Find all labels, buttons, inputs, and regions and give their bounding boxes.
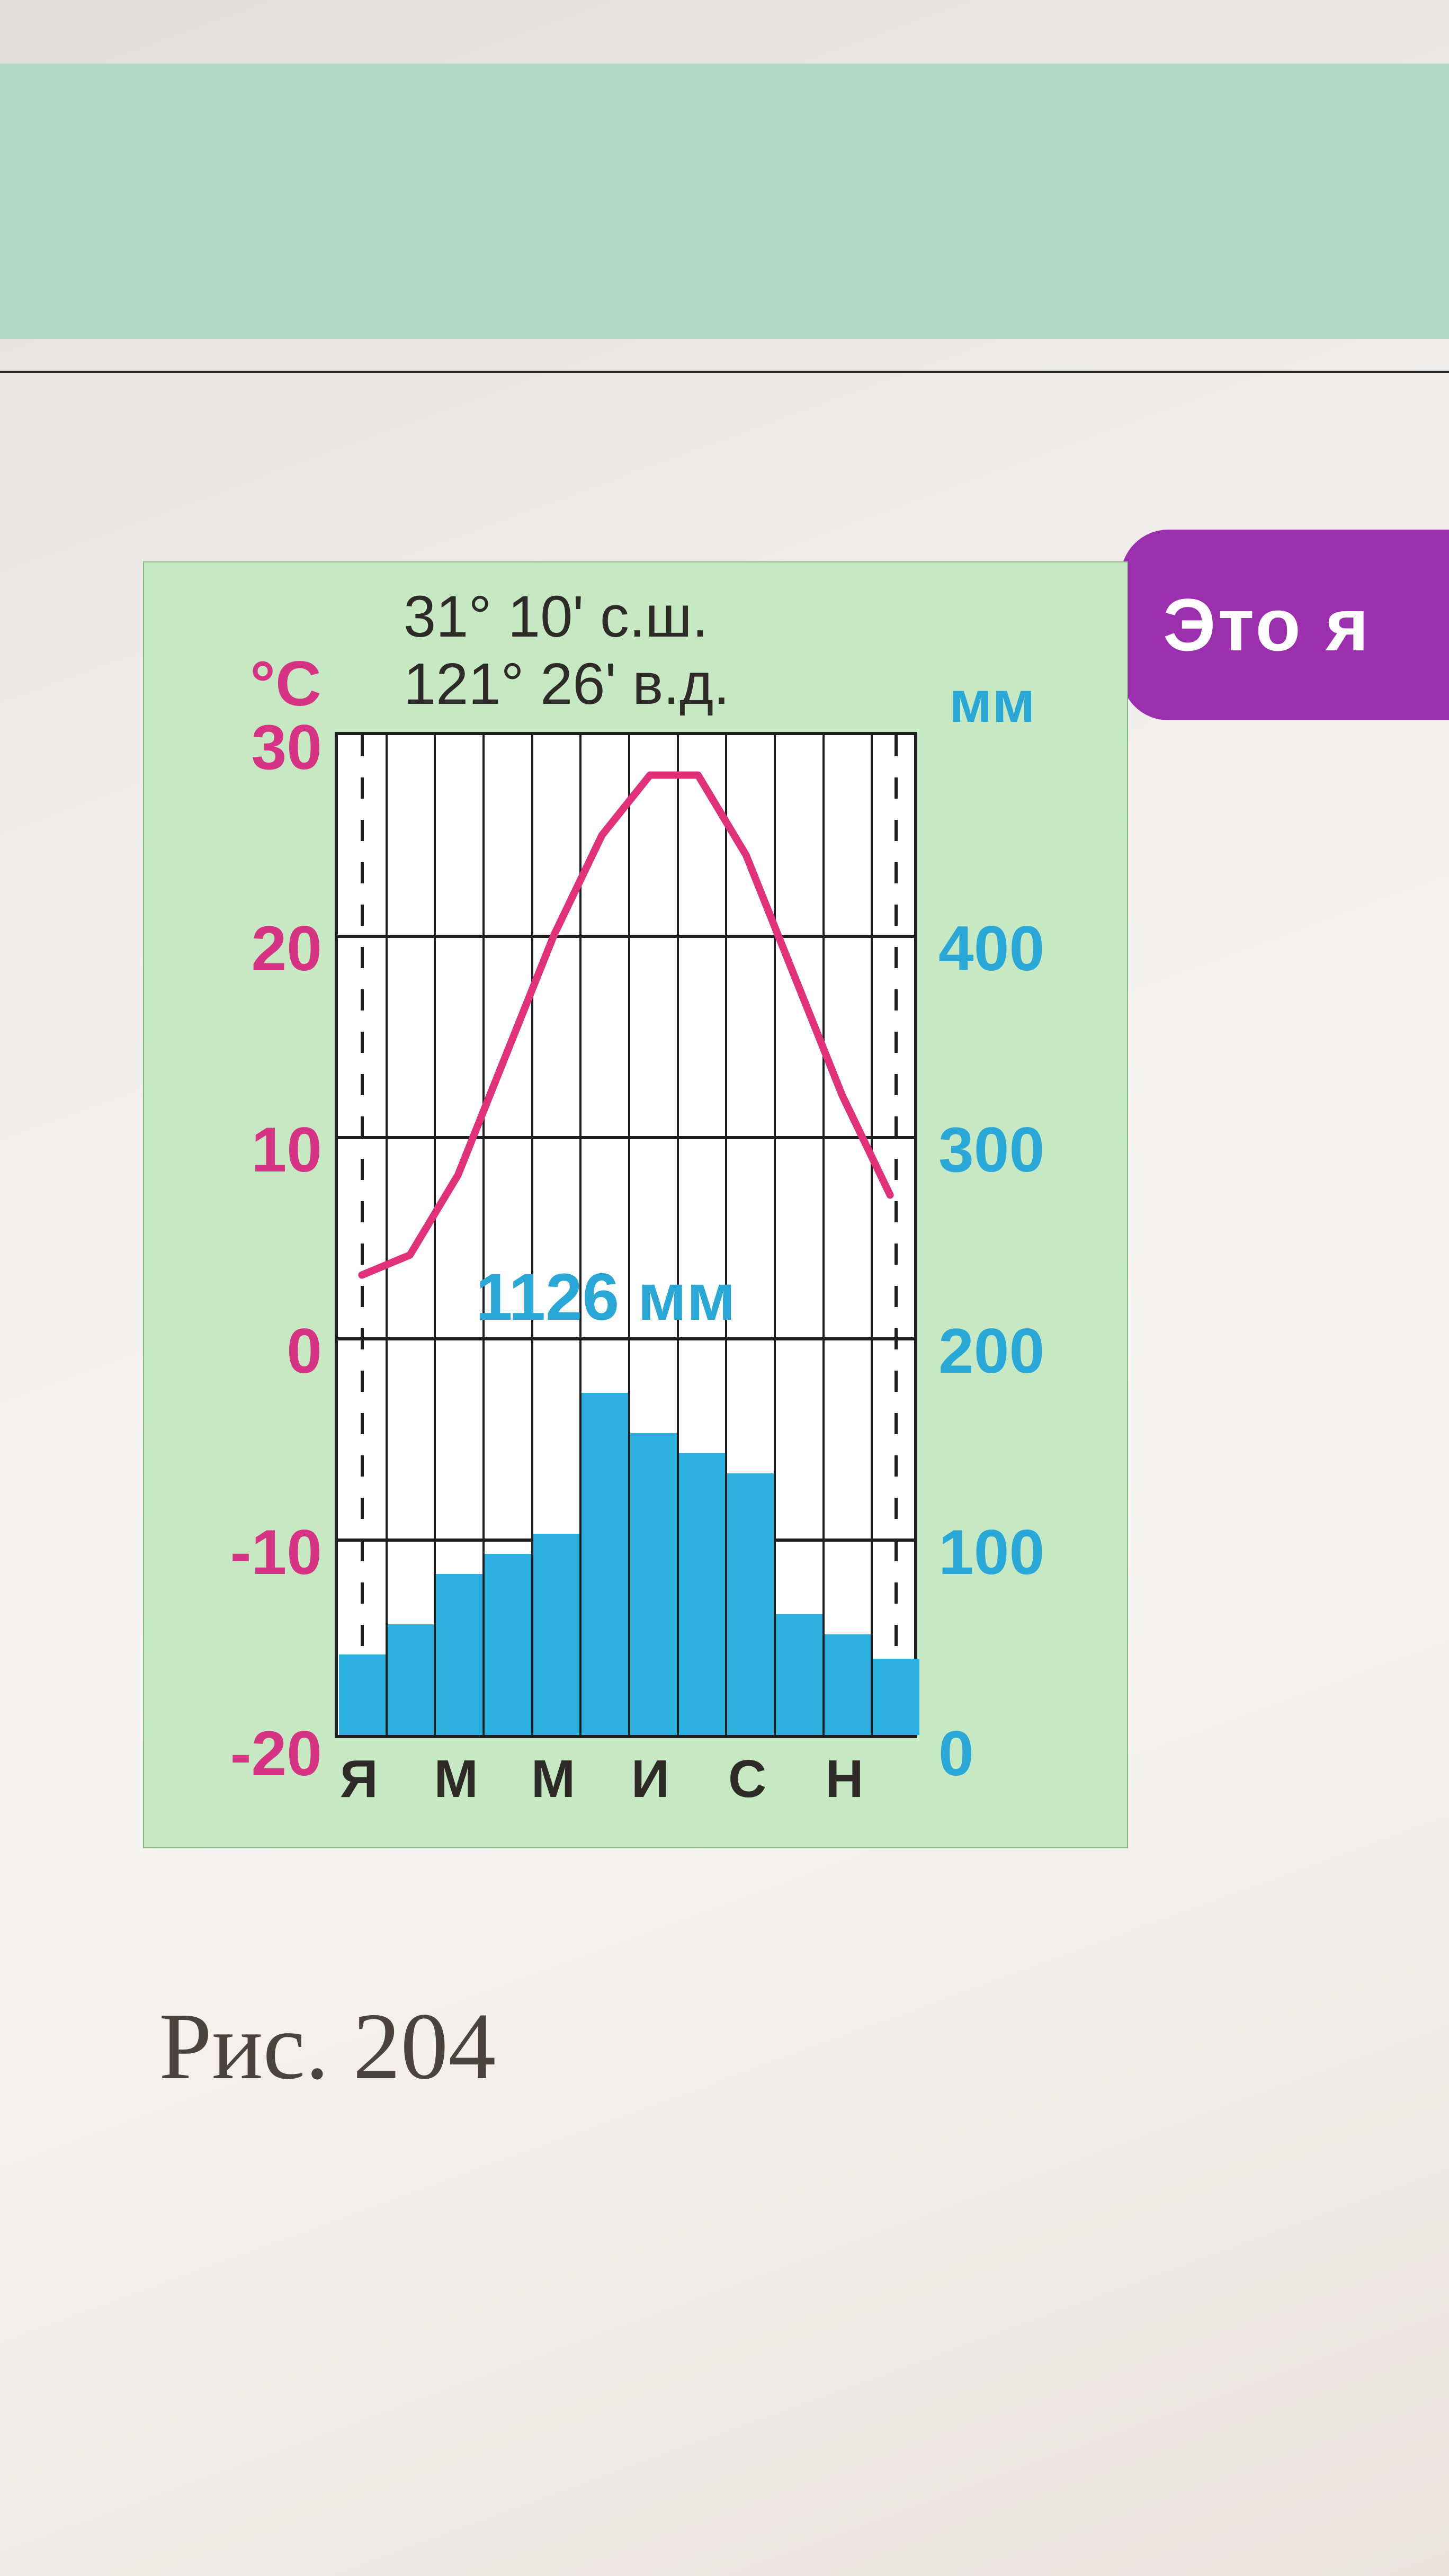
precip-bar [630,1433,677,1735]
gridline-v [774,735,776,1735]
precip-bar [485,1554,531,1735]
temp-tick: 20 [153,912,322,985]
coordinates-block: 31° 10' с.ш. 121° 26' в.д. [404,584,730,718]
plot-area: 1126 мм [335,732,917,1738]
precip-tick: 300 [938,1113,1119,1186]
section-tab-label: Это я [1163,583,1371,666]
annual-precip-label: 1126 мм [476,1259,736,1335]
precip-bar [727,1473,774,1735]
month-label: М [531,1749,575,1810]
gridline-v [386,735,388,1735]
precip-bar [436,1574,482,1735]
precip-tick: 400 [938,912,1119,985]
gridline-h [338,935,914,938]
month-label: С [728,1749,766,1810]
climograph-card: 31° 10' с.ш. 121° 26' в.д. °C мм 30 20 1… [143,561,1128,1848]
month-label: Н [825,1749,863,1810]
figure-caption: Рис. 204 [159,1991,496,2101]
temp-tick: 30 [153,711,322,784]
temp-tick: 0 [153,1314,322,1388]
latitude-text: 31° 10' с.ш. [404,584,730,651]
temp-tick: 10 [153,1113,322,1186]
gridline-h [338,1136,914,1139]
precip-bar [339,1654,386,1735]
precip-bar [873,1659,919,1735]
temp-tick: -20 [153,1717,322,1790]
gridline-v [822,735,825,1735]
precip-bar [582,1393,628,1735]
gridline-v [871,735,873,1735]
precip-bar [533,1534,580,1735]
page-rule [0,371,1449,373]
right-axis-unit: мм [949,668,1035,736]
page-background: Это я 31° 10' с.ш. 121° 26' в.д. °C мм 3… [0,0,1449,2576]
dash-column [361,735,364,1735]
precip-bar [679,1453,726,1735]
month-label: Я [340,1749,378,1810]
month-label: М [434,1749,478,1810]
dash-column [895,735,898,1735]
highlight-band [0,64,1449,339]
month-label: И [631,1749,669,1810]
section-tab: Это я [1121,530,1449,720]
temp-tick: -10 [153,1516,322,1589]
gridline-h [338,1337,914,1340]
precip-tick: 100 [938,1516,1119,1589]
precip-bar [776,1614,822,1735]
precip-bar [388,1624,434,1735]
precip-tick: 0 [938,1717,1119,1790]
left-axis-unit: °C [250,647,321,720]
precip-tick: 200 [938,1314,1119,1388]
precip-bar [825,1634,871,1735]
longitude-text: 121° 26' в.д. [404,651,730,718]
month-axis: ЯММИСН [335,1749,917,1812]
